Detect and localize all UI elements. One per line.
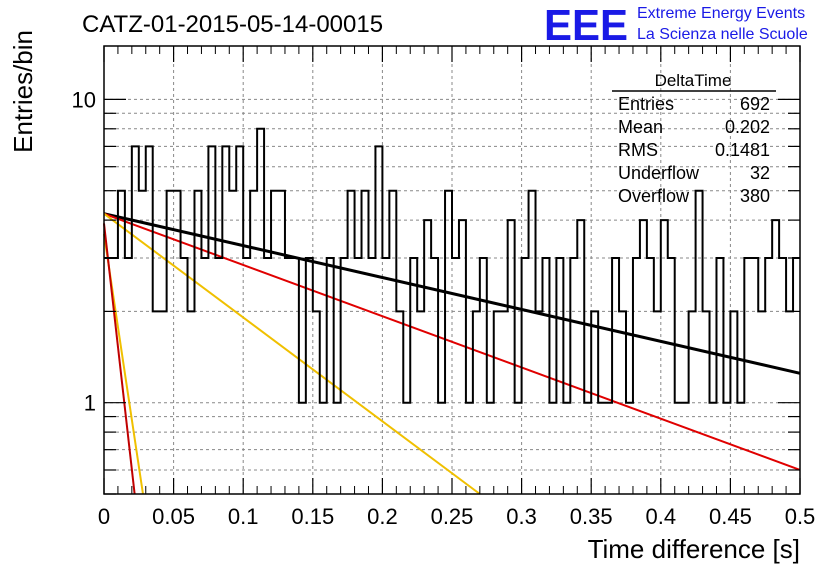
stats-value: 0.1481 [715,140,770,160]
chart-title: CATZ-01-2015-05-14-00015 [82,11,383,38]
x-tick-label: 0 [98,504,110,529]
eee-logo-mark: EEE [544,1,628,50]
x-tick-label: 0.25 [431,504,474,529]
stats-value: 0.202 [725,117,770,137]
stats-value: 380 [740,186,770,206]
x-tick-label: 0.05 [152,504,195,529]
x-tick-label: 0.1 [228,504,259,529]
y-tick-labels: 1 10 [72,87,96,415]
stats-value: 692 [740,94,770,114]
eee-logo: EEE Extreme Energy Events La Scienza nel… [544,1,808,50]
stats-box: DeltaTime Entries 692 Mean 0.202 RMS 0.1481 Un… [612,71,776,206]
x-tick-label: 0.5 [785,504,816,529]
x-tick-label: 0.45 [709,504,752,529]
x-tick-label: 0.2 [367,504,398,529]
y-axis-label: Entries/bin [8,30,38,153]
stats-label: RMS [618,140,658,160]
fit-line [103,223,136,495]
fit-line [103,212,801,471]
stats-label: Underflow [618,163,700,183]
x-tick-label: 0.3 [506,504,537,529]
x-tick-label: 0.4 [646,504,677,529]
plot-frame [103,45,801,495]
stats-name: DeltaTime [655,71,732,90]
x-tick-labels: 0 0.05 0.1 0.15 0.2 0.25 0.3 0.35 0.4 0.45 0.5 [98,504,815,529]
eee-logo-line2: La Scienza nelle Scuole [637,26,808,43]
fit-line [103,212,801,375]
eee-logo-line1: Extreme Energy Events [637,5,805,22]
stats-label: Entries [618,94,674,114]
stats-value: 32 [750,163,770,183]
y-tick-label: 10 [72,87,96,112]
stats-label: Overflow [618,186,690,206]
histogram-outline [104,127,800,404]
y-tick-label: 1 [84,391,96,416]
x-tick-label: 0.15 [291,504,334,529]
axis-ticks [103,46,801,495]
stats-label: Mean [618,117,663,137]
x-axis-label: Time difference [s] [588,534,800,564]
x-tick-label: 0.35 [570,504,613,529]
